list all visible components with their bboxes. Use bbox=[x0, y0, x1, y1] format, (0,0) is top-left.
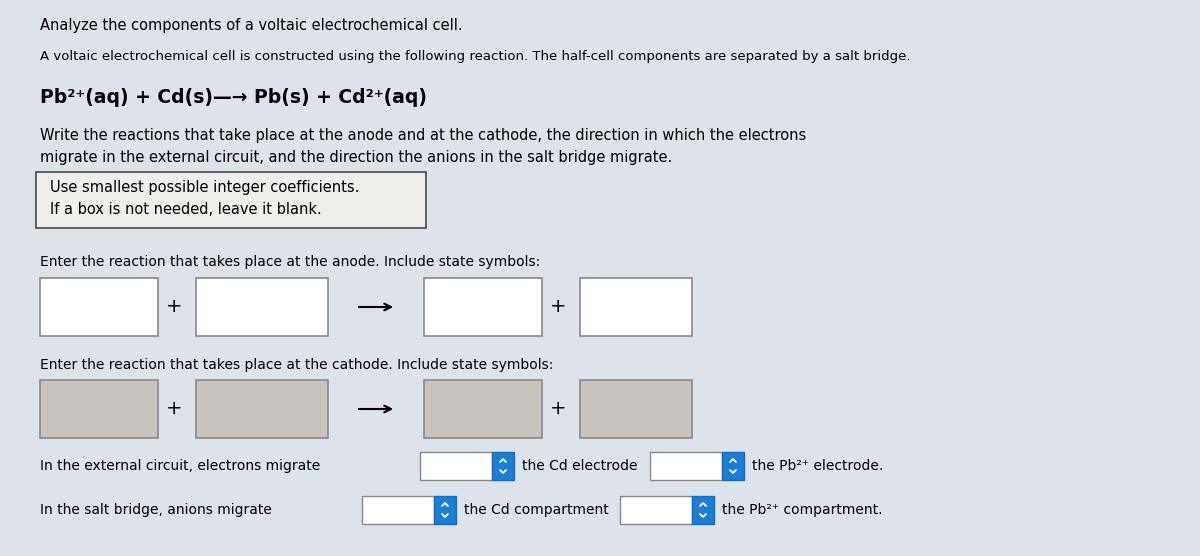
Bar bbox=[650, 452, 722, 480]
Text: +: + bbox=[550, 297, 566, 316]
Text: Analyze the components of a voltaic electrochemical cell.: Analyze the components of a voltaic elec… bbox=[40, 18, 463, 33]
Bar bbox=[722, 452, 744, 480]
Bar bbox=[424, 380, 542, 438]
Text: the Pb²⁺ compartment.: the Pb²⁺ compartment. bbox=[722, 503, 882, 517]
Bar bbox=[36, 172, 426, 228]
Bar bbox=[424, 278, 542, 336]
Bar bbox=[580, 380, 692, 438]
Text: the Cd electrode: the Cd electrode bbox=[522, 459, 637, 473]
Text: In the external circuit, electrons migrate: In the external circuit, electrons migra… bbox=[40, 459, 320, 473]
Bar bbox=[692, 496, 714, 524]
Bar bbox=[196, 380, 328, 438]
Text: Pb²⁺(aq) + Cd(s)—→ Pb(s) + Cd²⁺(aq): Pb²⁺(aq) + Cd(s)—→ Pb(s) + Cd²⁺(aq) bbox=[40, 88, 427, 107]
Text: A voltaic electrochemical cell is constructed using the following reaction. The : A voltaic electrochemical cell is constr… bbox=[40, 50, 911, 63]
Text: Write the reactions that take place at the anode and at the cathode, the directi: Write the reactions that take place at t… bbox=[40, 128, 806, 143]
Text: +: + bbox=[550, 400, 566, 419]
Text: Use smallest possible integer coefficients.: Use smallest possible integer coefficien… bbox=[50, 180, 359, 195]
Bar bbox=[40, 278, 158, 336]
Text: the Cd compartment: the Cd compartment bbox=[464, 503, 608, 517]
Text: +: + bbox=[166, 400, 182, 419]
Text: In the salt bridge, anions migrate: In the salt bridge, anions migrate bbox=[40, 503, 272, 517]
Text: Enter the reaction that takes place at the cathode. Include state symbols:: Enter the reaction that takes place at t… bbox=[40, 358, 553, 372]
Text: the Pb²⁺ electrode.: the Pb²⁺ electrode. bbox=[752, 459, 883, 473]
Bar bbox=[434, 496, 456, 524]
Bar bbox=[492, 452, 514, 480]
Text: Enter the reaction that takes place at the anode. Include state symbols:: Enter the reaction that takes place at t… bbox=[40, 255, 540, 269]
Bar bbox=[196, 278, 328, 336]
Bar bbox=[420, 452, 492, 480]
Bar bbox=[620, 496, 692, 524]
Bar bbox=[580, 278, 692, 336]
Text: If a box is not needed, leave it blank.: If a box is not needed, leave it blank. bbox=[50, 202, 322, 217]
Text: migrate in the external circuit, and the direction the anions in the salt bridge: migrate in the external circuit, and the… bbox=[40, 150, 672, 165]
Bar bbox=[40, 380, 158, 438]
Text: +: + bbox=[166, 297, 182, 316]
Bar bbox=[362, 496, 434, 524]
